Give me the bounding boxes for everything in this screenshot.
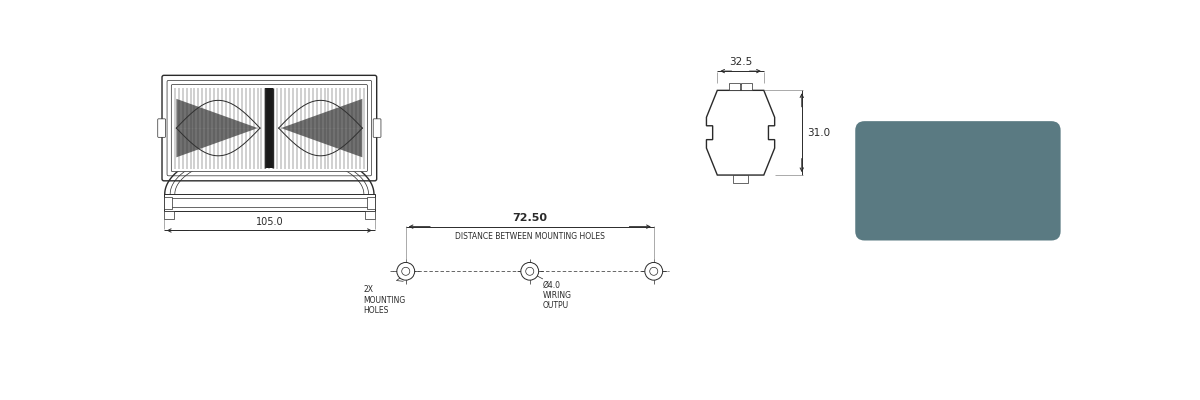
FancyBboxPatch shape	[167, 80, 372, 176]
Text: 32.5: 32.5	[728, 57, 752, 67]
Text: Ø4.0
WIRING
OUTPU: Ø4.0 WIRING OUTPU	[542, 280, 572, 310]
Text: 105 mm: 105 mm	[986, 134, 1044, 148]
Polygon shape	[707, 90, 775, 175]
Polygon shape	[281, 99, 362, 128]
Circle shape	[402, 267, 409, 275]
Text: 31 mm: 31 mm	[995, 174, 1044, 188]
Polygon shape	[281, 128, 362, 157]
Text: Depth: Depth	[872, 214, 914, 228]
Bar	[164, 194, 374, 211]
Bar	[164, 211, 174, 219]
Bar	[164, 197, 172, 209]
Text: 2X
MOUNTING
HOLES: 2X MOUNTING HOLES	[364, 285, 406, 315]
Circle shape	[649, 267, 658, 275]
Text: Length: Length	[872, 134, 920, 148]
Text: 31.0: 31.0	[808, 128, 830, 138]
Text: Width: Width	[872, 174, 913, 188]
Text: 105.0: 105.0	[256, 217, 283, 227]
FancyBboxPatch shape	[856, 121, 1061, 240]
Text: 72.50: 72.50	[512, 213, 547, 223]
Polygon shape	[176, 99, 258, 128]
FancyBboxPatch shape	[172, 84, 367, 172]
FancyBboxPatch shape	[157, 119, 166, 137]
Text: DISTANCE BETWEEN MOUNTING HOLES: DISTANCE BETWEEN MOUNTING HOLES	[455, 232, 605, 241]
Bar	[265, 88, 274, 168]
Polygon shape	[176, 128, 258, 157]
Circle shape	[397, 262, 415, 280]
Circle shape	[521, 262, 539, 280]
Bar	[728, 83, 739, 90]
FancyBboxPatch shape	[162, 75, 377, 181]
Bar	[742, 83, 752, 90]
FancyBboxPatch shape	[373, 119, 380, 137]
Bar	[733, 175, 749, 183]
Bar	[365, 211, 374, 219]
Circle shape	[526, 267, 534, 275]
Bar	[367, 197, 374, 209]
Text: 33 mm: 33 mm	[995, 214, 1044, 228]
Circle shape	[644, 262, 662, 280]
